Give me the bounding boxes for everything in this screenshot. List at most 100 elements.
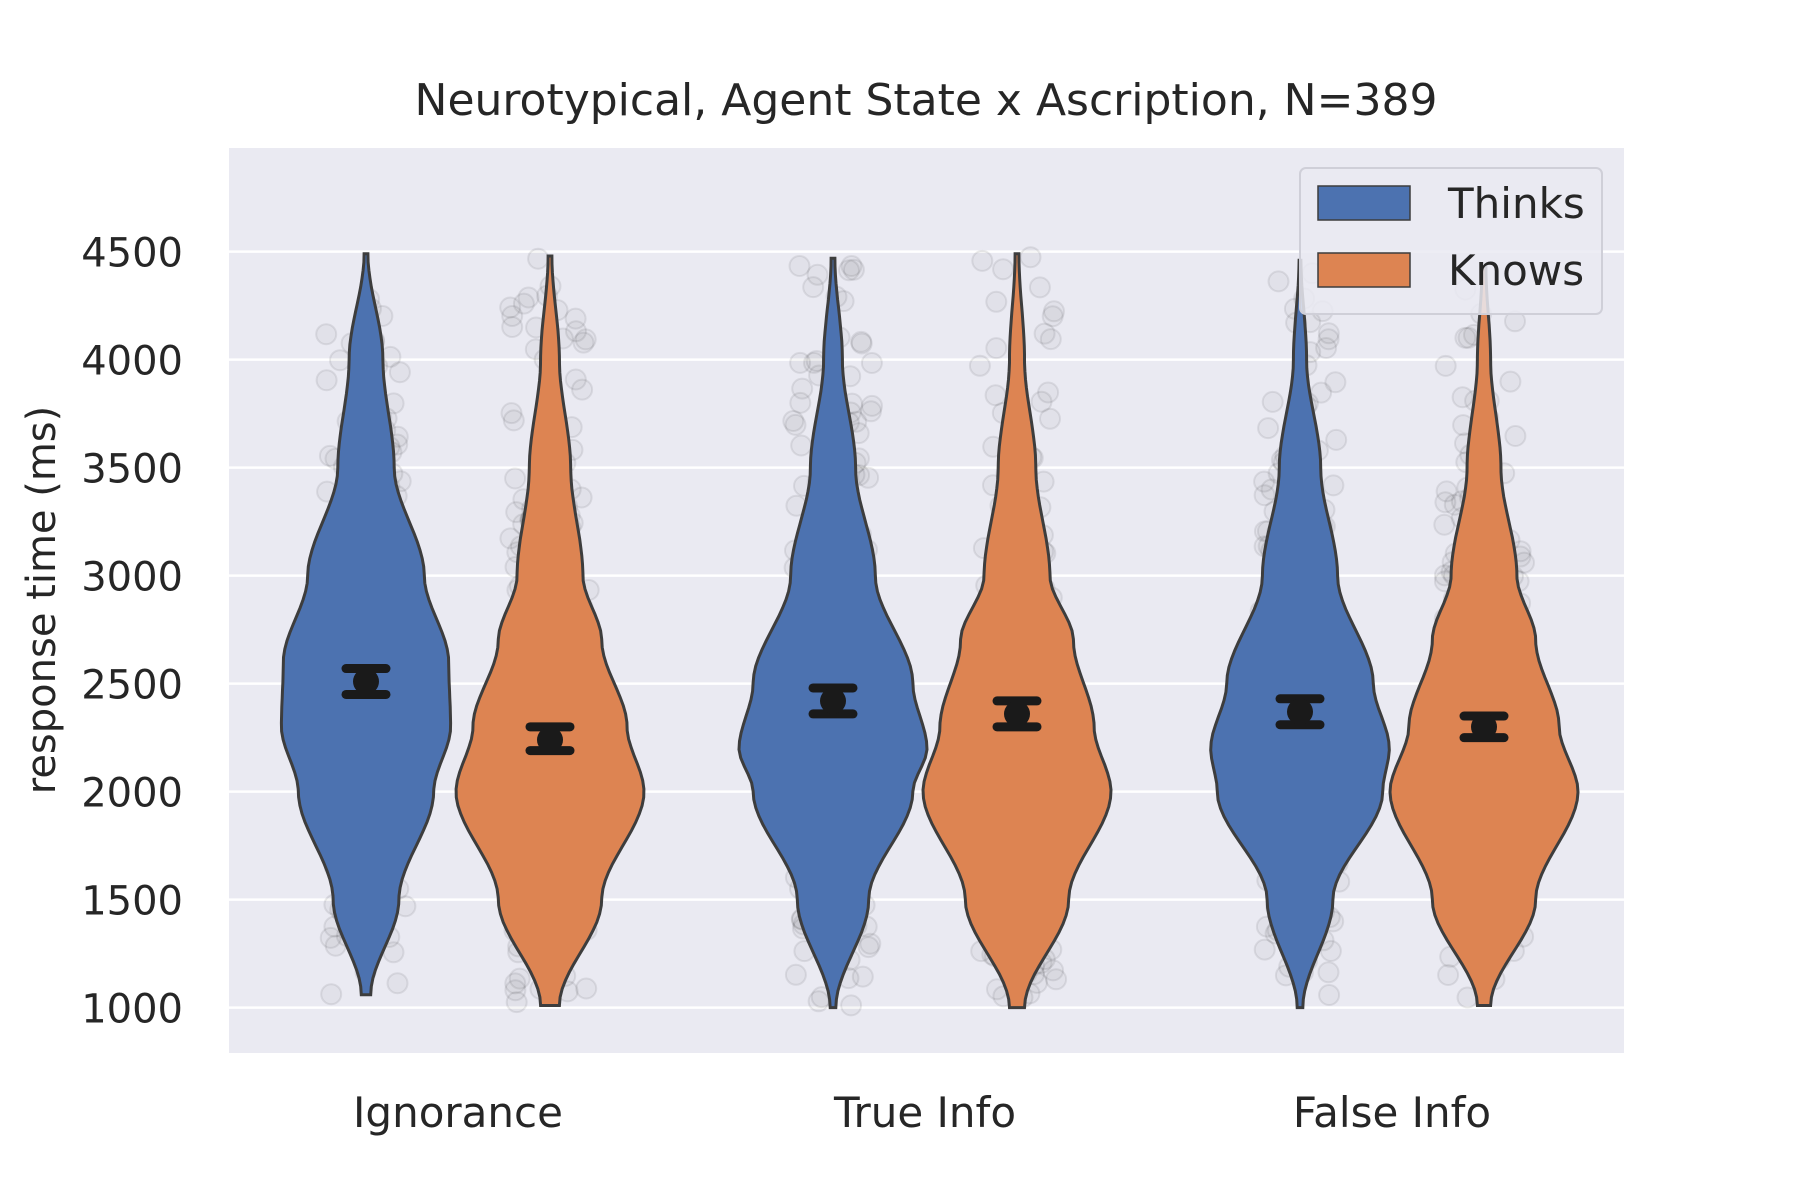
jitter-point-fill (808, 265, 828, 285)
jitter-point-fill (572, 380, 592, 400)
violin-knows-ignorance (454, 254, 646, 1007)
jitter-point (1041, 305, 1064, 328)
y-tick-label-3000: 3000 (81, 555, 183, 601)
jitter-point (315, 369, 338, 392)
jitter-point-fill (1046, 969, 1066, 989)
jitter-point (857, 936, 880, 959)
jitter-point (1318, 984, 1341, 1006)
jitter-point (859, 932, 882, 955)
jitter-point (565, 320, 587, 343)
violin-knows-true-info (921, 252, 1113, 1010)
jitter-point-fill (986, 338, 1006, 358)
jitter-point-fill (505, 469, 525, 489)
jitter-point (501, 305, 524, 327)
jitter-point (840, 255, 863, 277)
jitter-point (1030, 390, 1053, 413)
jitter-point-fill (809, 991, 829, 1011)
jitter-point (1019, 246, 1042, 269)
jitter-point (500, 402, 523, 425)
jitter-point (1435, 480, 1458, 503)
jitter-point-fill (330, 350, 350, 370)
jitter-point (1039, 407, 1061, 430)
jitter-point-fill (993, 259, 1013, 279)
jitter-point (1499, 370, 1522, 393)
jitter-point (857, 466, 880, 489)
jitter-point (992, 258, 1015, 281)
y-tick-label-2000: 2000 (81, 771, 183, 817)
jitter-point (502, 409, 525, 432)
jitter-point-fill (1032, 392, 1052, 412)
jitter-point (784, 963, 807, 986)
jitter-point (971, 249, 994, 272)
jitter-point (1437, 964, 1460, 986)
jitter-point-fill (783, 411, 803, 431)
jitter-point (851, 965, 874, 988)
jitter-point (1267, 270, 1290, 293)
jitter-point-fill (1326, 430, 1346, 450)
jitter-point (850, 332, 873, 355)
jitter-point-fill (576, 979, 596, 999)
jitter-point (1451, 386, 1474, 409)
violin-thinks-ignorance (279, 252, 453, 997)
x-tick-label-true-info: True Info (833, 1088, 1016, 1137)
jitter-point (1033, 322, 1056, 345)
jitter-point (508, 967, 531, 990)
jitter-point-fill (390, 362, 410, 382)
jitter-point (1504, 425, 1527, 447)
jitter-point-fill (1505, 426, 1525, 446)
jitter-point-fill (502, 317, 522, 337)
legend: Thinks Knows (1299, 167, 1603, 315)
jitter-point (1253, 484, 1276, 507)
jitter-point-fill (317, 370, 337, 390)
jitter-point-fill (504, 410, 524, 430)
jitter-point (1253, 470, 1276, 493)
jitter-point-fill (1044, 301, 1064, 321)
error-bar-thinks-true-info (808, 683, 858, 719)
jitter-point-fill (388, 973, 408, 993)
jitter-point (1042, 959, 1065, 982)
jitter-point (504, 972, 527, 995)
x-tick-label-false-info: False Info (1293, 1088, 1491, 1137)
jitter-point (1324, 371, 1347, 394)
jitter-point (499, 296, 522, 319)
jitter-point-fill (519, 288, 539, 308)
jitter-point (512, 292, 535, 315)
jitter-point-fill (972, 251, 992, 271)
jitter-point (1039, 328, 1062, 351)
jitter-point (574, 328, 597, 351)
jitter-point-fill (576, 329, 596, 349)
legend-label-thinks: Thinks (1447, 179, 1585, 228)
jitter-point (1317, 328, 1340, 351)
jitter-point (788, 255, 811, 277)
error-bar-thinks-false-info (1275, 694, 1325, 730)
jitter-point (860, 352, 883, 374)
jitter-point (501, 316, 524, 338)
jitter-point (789, 391, 812, 414)
legend-label-knows: Knows (1448, 246, 1584, 295)
jitter-point-fill (1269, 271, 1289, 291)
jitter-point-fill (1041, 329, 1061, 349)
y-tick-label-4500: 4500 (81, 231, 183, 277)
jitter-point (985, 290, 1008, 313)
jitter-point-fill (1323, 475, 1343, 495)
error-bar-knows-false-info (1459, 711, 1509, 743)
jitter-point (784, 413, 807, 436)
violin-thinks-true-info (737, 256, 929, 1010)
jitter-point (1261, 390, 1284, 413)
jitter-point-fill (1021, 247, 1041, 267)
mean-marker (353, 668, 379, 695)
jitter-point (388, 361, 411, 384)
jitter-point-fill (860, 934, 880, 954)
chart-title: Neurotypical, Agent State x Ascription, … (415, 75, 1438, 126)
jitter-point (564, 307, 587, 330)
jitter-point-fill (986, 292, 1006, 312)
jitter-point-fill (851, 332, 871, 352)
jitter-point (838, 259, 860, 282)
error-bar-knows-true-info (992, 696, 1042, 732)
jitter-point (319, 926, 342, 949)
jitter-point (840, 994, 863, 1017)
x-tick-labels: Ignorance True Info False Info (353, 1088, 1491, 1137)
jitter-point (806, 263, 829, 286)
jitter-point (1037, 381, 1060, 404)
